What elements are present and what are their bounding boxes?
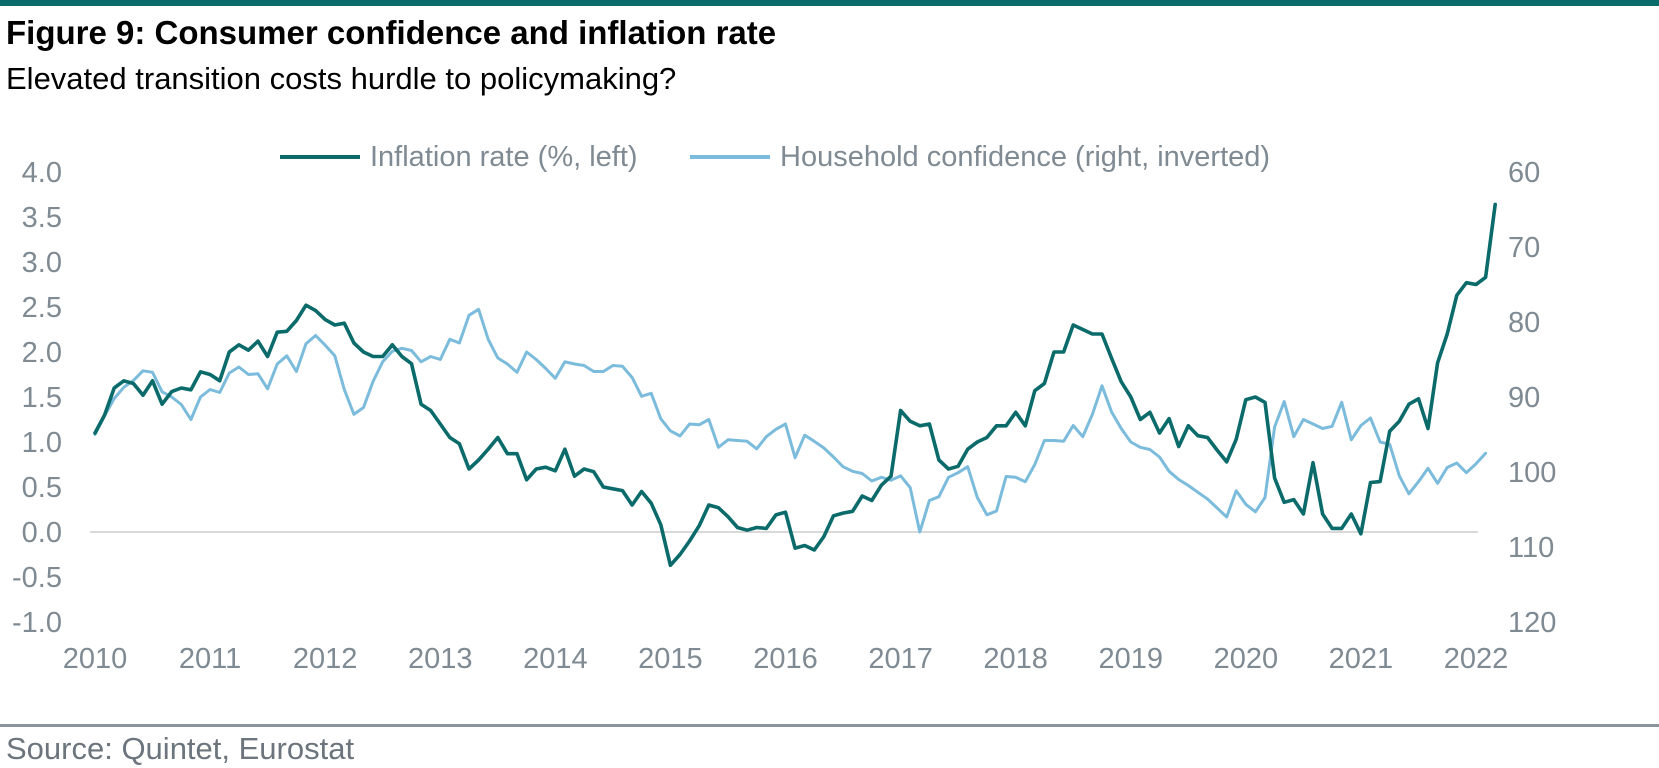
legend-swatch-inflation	[280, 155, 360, 159]
top-rule	[0, 0, 1659, 6]
series-line-inflation	[93, 202, 1497, 568]
y-right-tick-label: 60	[1508, 157, 1540, 189]
y-right-tick-label: 100	[1508, 457, 1556, 489]
legend-swatch-confidence	[690, 155, 770, 159]
x-tick-label: 2018	[983, 643, 1048, 675]
y-left-tick-label: 2.0	[22, 337, 62, 369]
legend-item-inflation: Inflation rate (%, left)	[280, 137, 638, 177]
bottom-rule	[0, 724, 1659, 727]
x-tick-label: 2010	[63, 643, 128, 675]
line-chart: 4.0 3.5 3.0 2.5 2.0 1.5 1.0 0.5 0.0 -0.5 -1.0 60 70 8…	[12, 157, 1556, 675]
y-right-tick-label: 90	[1508, 382, 1540, 414]
chart-legend: Inflation rate (%, left) Household confi…	[0, 137, 1659, 177]
x-tick-label: 2017	[868, 643, 933, 675]
x-tick-label: 2021	[1329, 643, 1394, 675]
source-note: Source: Quintet, Eurostat	[6, 731, 355, 766]
page-subtitle: Elevated transition costs hurdle to poli…	[6, 61, 677, 96]
y-right-tick-label: 120	[1508, 607, 1556, 639]
y-right-tick-label: 110	[1508, 532, 1554, 564]
y-left-tick-label: -1.0	[12, 607, 62, 639]
x-tick-label: 2011	[179, 643, 241, 675]
y-left-tick-label: 0.0	[22, 517, 62, 549]
x-tick-label: 2022	[1444, 643, 1509, 675]
y-left-tick-label: 3.5	[22, 202, 62, 234]
y-right-tick-label: 70	[1508, 232, 1540, 264]
y-left-tick-label: 1.0	[22, 427, 62, 459]
y-left-tick-label: 2.5	[22, 292, 62, 324]
legend-label-confidence: Household confidence (right, inverted)	[780, 140, 1271, 173]
x-tick-label: 2019	[1098, 643, 1163, 675]
x-tick-label: 2020	[1214, 643, 1279, 675]
x-tick-label: 2015	[638, 643, 703, 675]
y-left-tick-label: 4.0	[22, 157, 62, 189]
x-tick-label: 2016	[753, 643, 818, 675]
x-tick-label: 2012	[293, 643, 358, 675]
page-title: Figure 9: Consumer confidence and inflat…	[6, 14, 777, 51]
y-right-tick-label: 80	[1508, 307, 1540, 339]
x-tick-label: 2014	[523, 643, 588, 675]
legend-label-inflation: Inflation rate (%, left)	[370, 140, 638, 173]
y-left-tick-label: -0.5	[12, 562, 62, 594]
x-tick-label: 2013	[408, 643, 473, 675]
legend-item-confidence: Household confidence (right, inverted)	[690, 137, 1270, 177]
y-left-tick-label: 3.0	[22, 247, 62, 279]
y-left-tick-label: 0.5	[22, 472, 62, 504]
series-line-confidence	[93, 307, 1488, 534]
y-left-tick-label: 1.5	[22, 382, 62, 414]
